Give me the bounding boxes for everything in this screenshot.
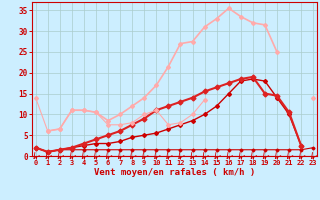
X-axis label: Vent moyen/en rafales ( km/h ): Vent moyen/en rafales ( km/h ): [94, 168, 255, 177]
